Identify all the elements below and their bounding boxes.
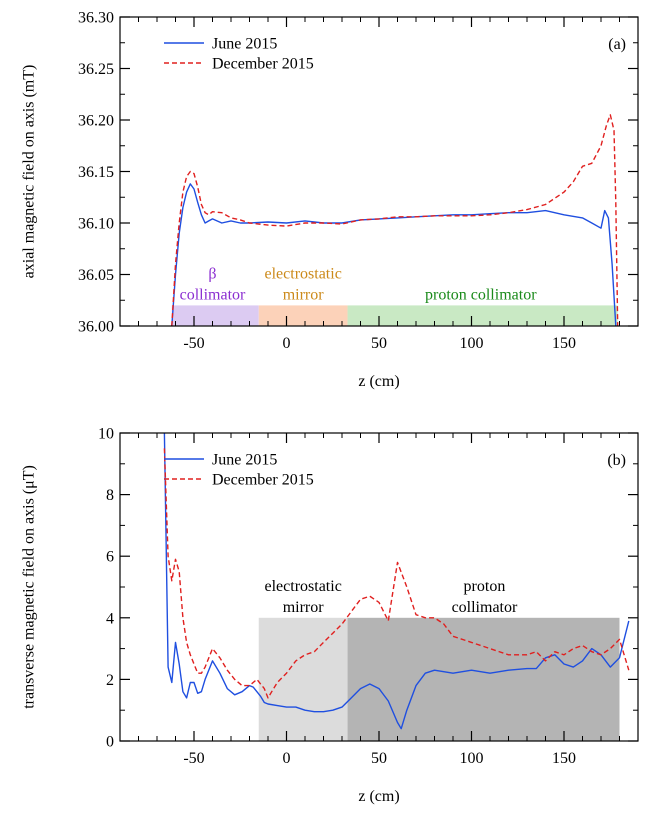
panel-b-legend: June 2015 December 2015: [164, 452, 314, 489]
panel-b-x-axis-label: z (cm): [358, 788, 399, 805]
panel-b-y-tick-label: 6: [106, 549, 114, 566]
panel-a-ticks: -50 0 50 100 150 36.00 36.05 36.10 36.15 36.20 36.…: [78, 10, 639, 352]
panel-b-region-1-label: collimator: [452, 599, 518, 616]
panel-a-region-0: [171, 305, 259, 326]
panel-b-series-line-0: [163, 432, 630, 730]
panel-b-region-0-label: mirror: [283, 599, 325, 616]
panel-a-region-1-label: mirror: [283, 286, 325, 303]
panel-b-x-tick-label: 0: [283, 750, 291, 767]
panel-b-region-1: [347, 617, 620, 741]
panel-b-legend-label-0: June 2015: [212, 452, 277, 469]
panel-a-region-0-label: collimator: [180, 286, 246, 303]
panel-b-region-0-label: electrostatic: [265, 578, 342, 595]
panel-b-regions: [258, 617, 620, 741]
panel-a-y-tick-label: 36.00: [78, 319, 114, 336]
panel-a-legend-label-0: June 2015: [212, 36, 277, 53]
panel-b-series: [163, 432, 630, 730]
panel-a-x-tick-label: -50: [183, 335, 204, 352]
panel-b-y-tick-label: 4: [106, 610, 114, 627]
panel-b-chart: electrostatic mirror proton collimator -50 0…: [21, 426, 639, 805]
panel-b-series-line-1: [163, 448, 630, 699]
panel-a-y-tick-label: 36.25: [78, 61, 114, 78]
panel-b-x-tick-label: 100: [460, 750, 484, 767]
panel-a-series: [171, 114, 619, 327]
panel-a-chart: β collimator electrostatic mirror proton col…: [21, 10, 639, 390]
panel-a-series-line-1: [171, 114, 619, 327]
panel-a-y-tick-label: 36.15: [78, 164, 114, 181]
panel-a-x-axis-label: z (cm): [358, 373, 399, 390]
panel-a-series-line-0: [171, 183, 617, 327]
panel-b-label: (b): [607, 452, 626, 469]
panel-a-x-tick-label: 100: [460, 335, 484, 352]
panel-b-region-labels: electrostatic mirror proton collimator: [265, 578, 518, 616]
panel-b-region-0: [258, 617, 348, 741]
panel-b-y-tick-label: 10: [98, 426, 114, 443]
panel-a-y-tick-label: 36.10: [78, 216, 114, 233]
panel-a-x-tick-label: 50: [371, 335, 387, 352]
panel-b-ticks: -50 0 50 100 150 0 2 4 6 8 10: [98, 426, 639, 767]
panel-b-y-tick-label: 8: [106, 487, 114, 504]
panel-b-region-1-label: proton: [464, 578, 506, 595]
panel-a-legend: June 2015 December 2015: [164, 36, 314, 73]
panel-b-y-tick-label: 0: [106, 734, 114, 751]
panel-a-region-1: [258, 305, 348, 326]
panel-a-x-tick-label: 150: [552, 335, 576, 352]
panel-b-legend-label-1: December 2015: [212, 472, 314, 489]
panel-b-x-tick-label: 50: [371, 750, 387, 767]
panel-a-y-tick-label: 36.30: [78, 10, 114, 27]
panel-a-region-1-label: electrostatic: [265, 265, 342, 282]
panel-a-regions: [171, 305, 618, 326]
panel-b-x-tick-label: -50: [183, 750, 204, 767]
panel-a-y-axis-label: axial magnetic field on axis (mT): [21, 65, 38, 279]
panel-a-region-0-label: β: [208, 265, 216, 282]
panel-a-region-labels: β collimator electrostatic mirror proton col…: [180, 265, 538, 303]
panel-a-region-2: [347, 305, 618, 326]
panel-a-label: (a): [608, 36, 626, 53]
panel-a-legend-label-1: December 2015: [212, 56, 314, 73]
panel-b-y-axis-label: transverse magnetic field on axis (μT): [21, 465, 38, 709]
panel-a-y-tick-label: 36.05: [78, 267, 114, 284]
panel-b-y-tick-label: 2: [106, 672, 114, 689]
panel-a-y-tick-label: 36.20: [78, 113, 114, 130]
panel-a-region-2-label: proton collimator: [425, 286, 537, 303]
panel-a-x-tick-label: 0: [283, 335, 291, 352]
panel-b-x-tick-label: 150: [552, 750, 576, 767]
